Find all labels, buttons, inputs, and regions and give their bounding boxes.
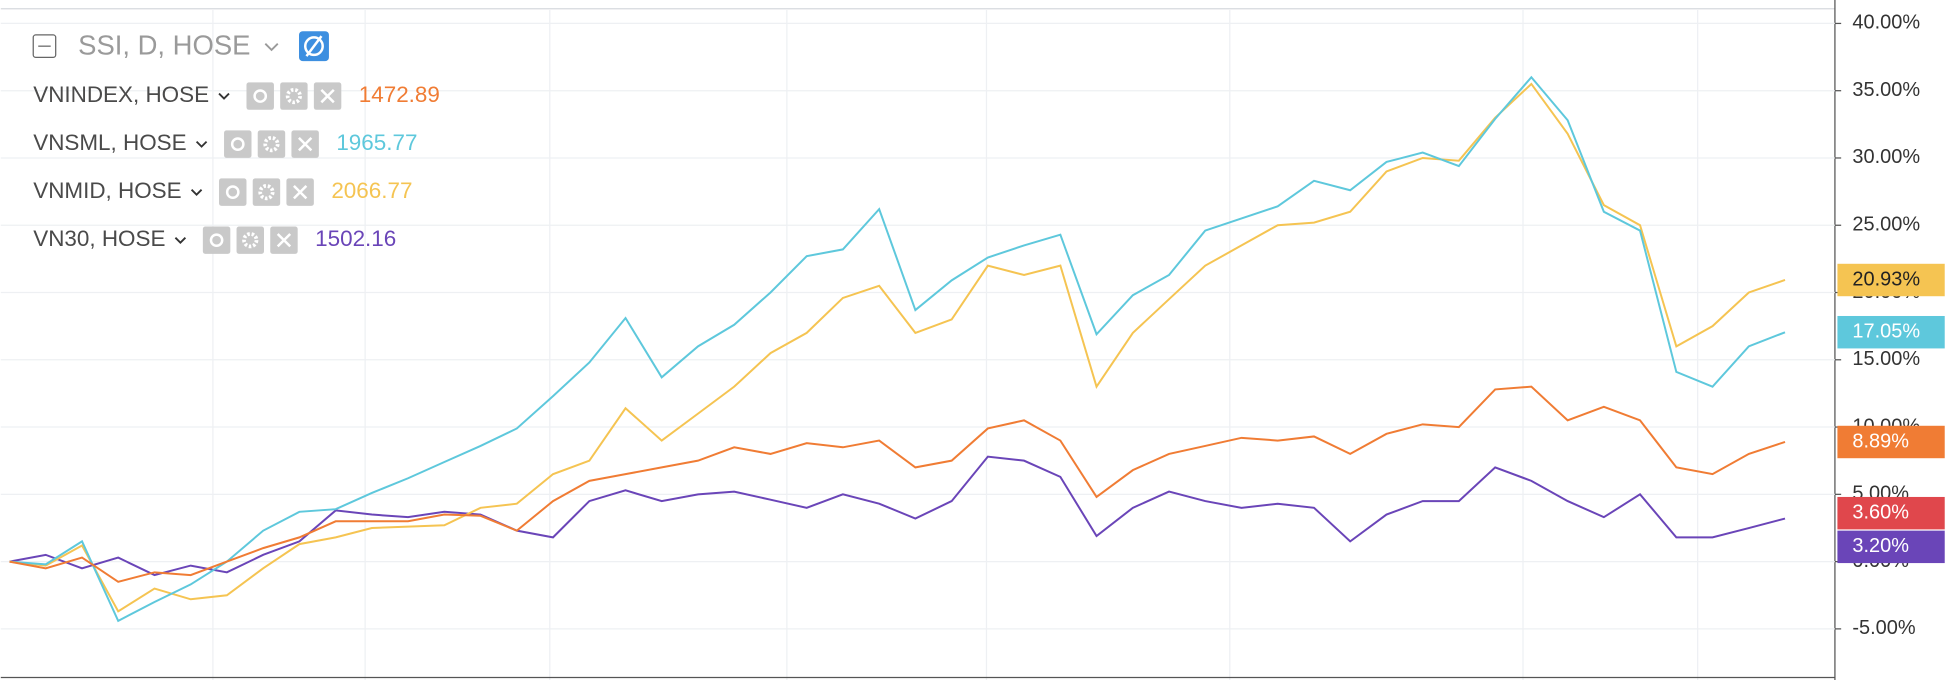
plot: -5.00%0.00%5.00%10.00%15.00%20.00%25.00%… bbox=[0, 12, 1945, 639]
eye-icon bbox=[230, 137, 245, 151]
settings-button[interactable] bbox=[257, 130, 286, 158]
gear-icon bbox=[263, 136, 280, 153]
series-line bbox=[9, 385, 1786, 583]
last-value-label: 20.93% bbox=[1852, 268, 1920, 290]
legend-price: 1472.89 bbox=[359, 82, 440, 107]
legend-name[interactable]: VNMID, HOSE bbox=[33, 178, 181, 203]
legend-price: 1502.16 bbox=[315, 226, 396, 251]
hidden-icon-circle bbox=[303, 36, 324, 57]
series-line bbox=[9, 75, 1786, 623]
legend: SSI, D, HOSE VNINDEX, HOSE 1472.89 VNSML, … bbox=[32, 30, 440, 254]
last-value-badge bbox=[1837, 425, 1945, 459]
last-value-badge bbox=[1837, 315, 1945, 349]
last-value-badge bbox=[1837, 263, 1945, 297]
y-tick-label: 30.00% bbox=[1852, 146, 1920, 168]
collapse-icon[interactable] bbox=[32, 34, 57, 59]
eye-button[interactable] bbox=[246, 82, 274, 110]
last-value-label: 17.05% bbox=[1852, 320, 1920, 342]
eye-button[interactable] bbox=[224, 130, 252, 158]
time-grid bbox=[212, 9, 1699, 680]
last-value-badge bbox=[1837, 530, 1945, 564]
legend-price: 1965.77 bbox=[336, 130, 417, 155]
x-icon bbox=[320, 88, 335, 104]
legend-price: 2066.77 bbox=[331, 178, 412, 203]
eye-button[interactable] bbox=[219, 178, 247, 206]
legend-name[interactable]: VN30, HOSE bbox=[33, 226, 165, 251]
legend-name[interactable]: VNSML, HOSE bbox=[33, 130, 186, 155]
dropdown-icon[interactable] bbox=[190, 188, 203, 196]
eye-icon bbox=[225, 185, 240, 200]
last-value-label: 8.89% bbox=[1852, 430, 1909, 452]
dropdown-icon[interactable] bbox=[195, 140, 208, 148]
eye-icon bbox=[253, 89, 268, 103]
x-icon bbox=[276, 233, 292, 248]
last-value-label: 3.20% bbox=[1852, 535, 1909, 557]
x-icon bbox=[293, 185, 308, 200]
y-tick-label: 25.00% bbox=[1852, 214, 1920, 236]
last-value-badge bbox=[1837, 496, 1945, 530]
gear-icon bbox=[242, 232, 259, 249]
gear-icon bbox=[285, 87, 303, 105]
settings-button[interactable] bbox=[236, 226, 264, 254]
eye-icon bbox=[209, 233, 224, 248]
hidden-icon-slash bbox=[305, 35, 323, 57]
y-tick-label: 15.00% bbox=[1852, 348, 1920, 370]
settings-button[interactable] bbox=[252, 178, 281, 206]
eye-button[interactable] bbox=[202, 226, 231, 254]
last-value-label: 3.60% bbox=[1852, 501, 1909, 523]
main-symbol[interactable]: SSI, D, HOSE bbox=[78, 30, 250, 61]
dropdown-icon[interactable] bbox=[174, 237, 187, 245]
series-line bbox=[9, 82, 1786, 613]
gear-icon bbox=[258, 184, 275, 201]
dropdown-icon[interactable] bbox=[264, 43, 279, 52]
series-line bbox=[9, 455, 1786, 577]
settings-button[interactable] bbox=[280, 82, 308, 110]
legend-name[interactable]: VNINDEX, HOSE bbox=[33, 82, 209, 107]
y-tick-label: 35.00% bbox=[1852, 79, 1920, 101]
dropdown-icon[interactable] bbox=[218, 92, 230, 100]
x-icon bbox=[298, 136, 313, 152]
y-tick-label: 40.00% bbox=[1852, 12, 1920, 34]
y-tick-label: -5.00% bbox=[1852, 617, 1915, 639]
